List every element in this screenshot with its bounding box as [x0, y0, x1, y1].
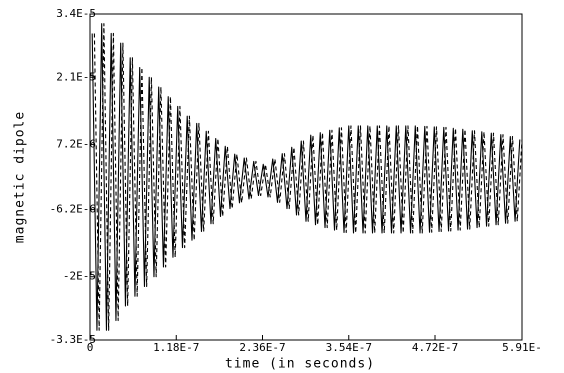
- y-tick-label: 3.4E-5: [56, 7, 96, 20]
- x-tick-label: 3.54E-7: [326, 341, 372, 354]
- x-tick-label: 0: [87, 341, 94, 354]
- x-tick-label: 4.72E-7: [412, 341, 458, 354]
- series-line: [91, 23, 521, 331]
- x-tick-label: 1.18E-7: [153, 341, 199, 354]
- plot-frame: [89, 13, 523, 341]
- x-axis-title: time (in seconds): [225, 357, 375, 372]
- x-tick-label: 5.91E-: [502, 341, 542, 354]
- y-tick-label: 2.1E-5: [56, 70, 96, 83]
- y-tick-label: -2E-5: [63, 270, 96, 283]
- x-tick-label: 2.36E-7: [239, 341, 285, 354]
- y-axis-title: magnetic dipole: [13, 111, 28, 243]
- y-tick-label: 7.2E-6: [56, 137, 96, 150]
- y-tick-label: -3.3E-5: [50, 333, 96, 346]
- y-tick-label: -6.2E-6: [50, 203, 96, 216]
- series-line: [93, 23, 523, 331]
